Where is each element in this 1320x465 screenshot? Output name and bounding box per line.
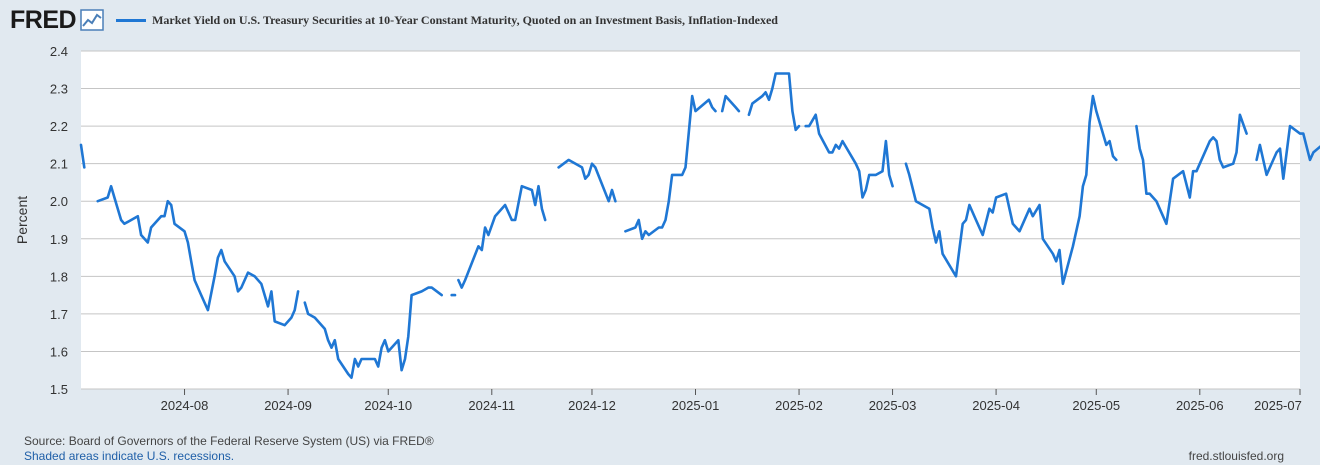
y-axis: 1.5 1.6 1.7 1.8 1.9 2.0 2.1 2.2 2.3 2.4	[50, 44, 68, 397]
x-tick-label: 2025-07	[1254, 398, 1302, 413]
series-line-segment[interactable]	[79, 143, 86, 169]
x-tick-label: 2024-10	[364, 398, 412, 413]
series-line-segment[interactable]	[904, 94, 1118, 286]
x-tick-label: 2025-06	[1176, 398, 1224, 413]
x-tick-label: 2024-08	[161, 398, 209, 413]
y-tick-label: 1.9	[50, 232, 68, 247]
chart-header: FRED Market Yield on U.S. Treasury Secur…	[10, 5, 778, 35]
line-chart: 1.51.61.71.81.92.02.12.22.32.4 2024-08 20…	[14, 44, 1320, 413]
series-line-segment[interactable]	[1255, 124, 1320, 180]
y-tick-label: 1.7	[50, 307, 68, 322]
series-line-segment[interactable]	[457, 184, 547, 289]
recessions-note[interactable]: Shaded areas indicate U.S. recessions.	[24, 449, 235, 463]
chart-line-icon	[80, 9, 104, 31]
series-line-segment[interactable]	[720, 94, 741, 113]
legend-label[interactable]: Market Yield on U.S. Treasury Securities…	[152, 12, 778, 27]
site-url[interactable]: fred.stlouisfed.org	[1188, 449, 1284, 463]
x-tick-label: 2025-04	[972, 398, 1020, 413]
x-tick-label: 2024-12	[568, 398, 616, 413]
y-tick-label: 2.4	[50, 44, 68, 59]
x-tick-label: 2024-11	[468, 398, 515, 413]
series-line-segment[interactable]	[96, 184, 300, 327]
y-tick-label: 2.1	[50, 157, 68, 172]
series-line-segment[interactable]	[804, 113, 894, 199]
series-group	[79, 72, 1320, 380]
fred-logo[interactable]: FRED	[10, 5, 77, 34]
y-tick-label: 1.6	[50, 344, 68, 359]
y-axis-label: Percent	[14, 196, 30, 244]
grid-lines	[81, 50, 1300, 390]
x-axis: 2024-08 2024-09 2024-10 2024-11 2024-12 2025-…	[161, 389, 1302, 413]
y-tick-label: 2.0	[50, 194, 68, 209]
series-line-segment[interactable]	[624, 94, 717, 241]
series-line-segment[interactable]	[303, 286, 444, 380]
source-text: Source: Board of Governors of the Federa…	[24, 434, 434, 448]
legend-swatch	[116, 18, 147, 22]
y-tick-label: 1.8	[50, 269, 68, 284]
series-line-segment[interactable]	[747, 72, 801, 132]
x-tick-label: 2025-03	[869, 398, 917, 413]
x-tick-label: 2024-09	[264, 398, 312, 413]
footer-left: Source: Board of Governors of the Federa…	[24, 434, 434, 464]
y-tick-label: 2.2	[50, 119, 68, 134]
series-line-segment[interactable]	[1135, 113, 1248, 226]
y-tick-label: 2.3	[50, 82, 68, 97]
y-tick-label: 1.5	[50, 382, 68, 397]
x-tick-label: 2025-05	[1072, 398, 1120, 413]
x-tick-label: 2025-01	[672, 398, 720, 413]
series-line-segment[interactable]	[557, 158, 617, 203]
x-tick-label: 2025-02	[775, 398, 823, 413]
